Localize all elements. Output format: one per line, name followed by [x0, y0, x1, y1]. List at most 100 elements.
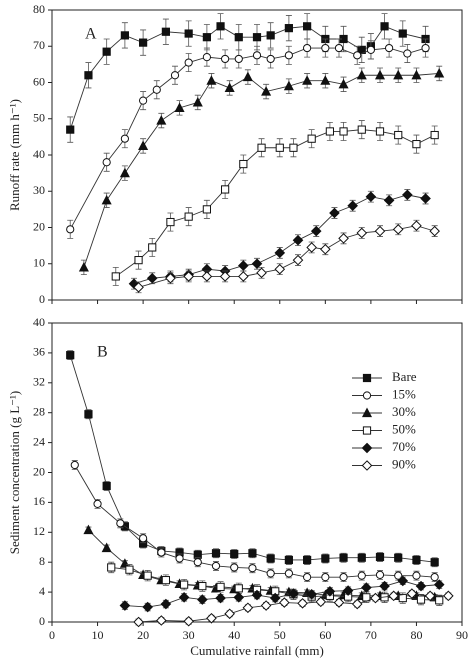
marker: [248, 549, 257, 558]
marker: [430, 130, 439, 140]
marker: [156, 615, 167, 626]
marker: [252, 51, 262, 60]
marker: [119, 600, 131, 611]
marker: [339, 553, 348, 562]
marker: [357, 553, 366, 562]
marker: [433, 579, 445, 590]
legend-marker: [362, 373, 372, 383]
marker: [119, 167, 130, 178]
marker: [411, 69, 422, 80]
x-tick-label: 40: [228, 628, 240, 642]
marker: [339, 573, 348, 582]
marker: [224, 608, 235, 620]
y-tick-label: 60: [33, 74, 45, 88]
marker: [107, 563, 116, 572]
marker: [424, 590, 436, 602]
marker: [201, 271, 213, 282]
marker: [392, 224, 404, 235]
marker: [274, 247, 286, 259]
x-tick-label: 60: [319, 628, 331, 642]
marker: [266, 54, 275, 64]
marker: [289, 143, 298, 152]
marker: [394, 553, 403, 562]
marker: [403, 49, 412, 58]
x-axis-label: Cumulative rainfall (mm): [190, 643, 324, 658]
legend-label: 30%: [392, 404, 416, 419]
marker: [302, 75, 313, 85]
marker: [306, 589, 317, 600]
marker: [303, 573, 312, 582]
marker: [138, 140, 149, 151]
panel-label: B: [97, 344, 108, 361]
marker: [221, 185, 230, 194]
marker: [412, 140, 421, 149]
marker: [279, 597, 290, 608]
marker: [119, 558, 130, 568]
marker: [292, 234, 304, 246]
marker: [292, 254, 304, 266]
marker: [233, 592, 245, 603]
marker: [139, 96, 148, 105]
x-tick-label: 50: [274, 628, 286, 642]
legend-marker: [362, 391, 372, 400]
series-line: [83, 72, 440, 268]
marker: [66, 225, 75, 234]
marker: [70, 460, 79, 470]
marker: [329, 207, 340, 219]
y-tick-label: 70: [33, 38, 45, 52]
marker: [356, 69, 367, 80]
marker: [216, 22, 225, 31]
marker: [101, 542, 112, 553]
marker: [174, 102, 185, 112]
y-tick-label: 20: [33, 464, 45, 478]
marker: [334, 43, 344, 53]
marker: [388, 590, 399, 602]
marker: [430, 573, 439, 582]
x-tick-label: 20: [137, 628, 149, 642]
marker: [269, 592, 281, 604]
marker: [283, 80, 294, 91]
marker: [198, 582, 207, 591]
marker: [165, 272, 176, 284]
marker: [353, 51, 362, 60]
y-tick-label: 20: [33, 219, 45, 233]
marker: [421, 43, 430, 53]
marker: [202, 205, 211, 214]
legend-marker: [362, 426, 372, 435]
marker: [320, 75, 331, 85]
marker: [139, 38, 148, 47]
marker: [125, 565, 134, 574]
marker: [133, 616, 144, 628]
marker: [66, 125, 75, 134]
y-tick-label: 50: [33, 111, 45, 125]
marker: [351, 598, 363, 610]
marker: [333, 597, 345, 608]
marker: [406, 588, 418, 599]
marker: [211, 549, 221, 558]
marker: [261, 86, 272, 96]
marker: [321, 573, 330, 582]
marker: [307, 134, 316, 143]
legend-marker: [361, 460, 373, 471]
marker: [394, 130, 403, 140]
marker: [206, 612, 217, 624]
marker: [274, 263, 286, 275]
marker: [134, 256, 143, 265]
marker: [397, 575, 409, 587]
marker: [248, 564, 257, 573]
marker: [361, 582, 372, 593]
marker: [370, 592, 381, 604]
marker: [375, 570, 385, 580]
marker: [216, 582, 225, 591]
legend-label: 70%: [392, 439, 416, 454]
y-tick-label: 80: [33, 2, 45, 16]
marker: [411, 220, 422, 231]
marker: [83, 524, 94, 535]
x-tick-label: 30: [183, 628, 195, 642]
marker: [101, 194, 112, 205]
marker: [166, 217, 175, 227]
marker: [178, 592, 190, 603]
marker: [321, 554, 330, 563]
x-tick-label: 90: [456, 628, 468, 642]
marker: [338, 233, 349, 244]
